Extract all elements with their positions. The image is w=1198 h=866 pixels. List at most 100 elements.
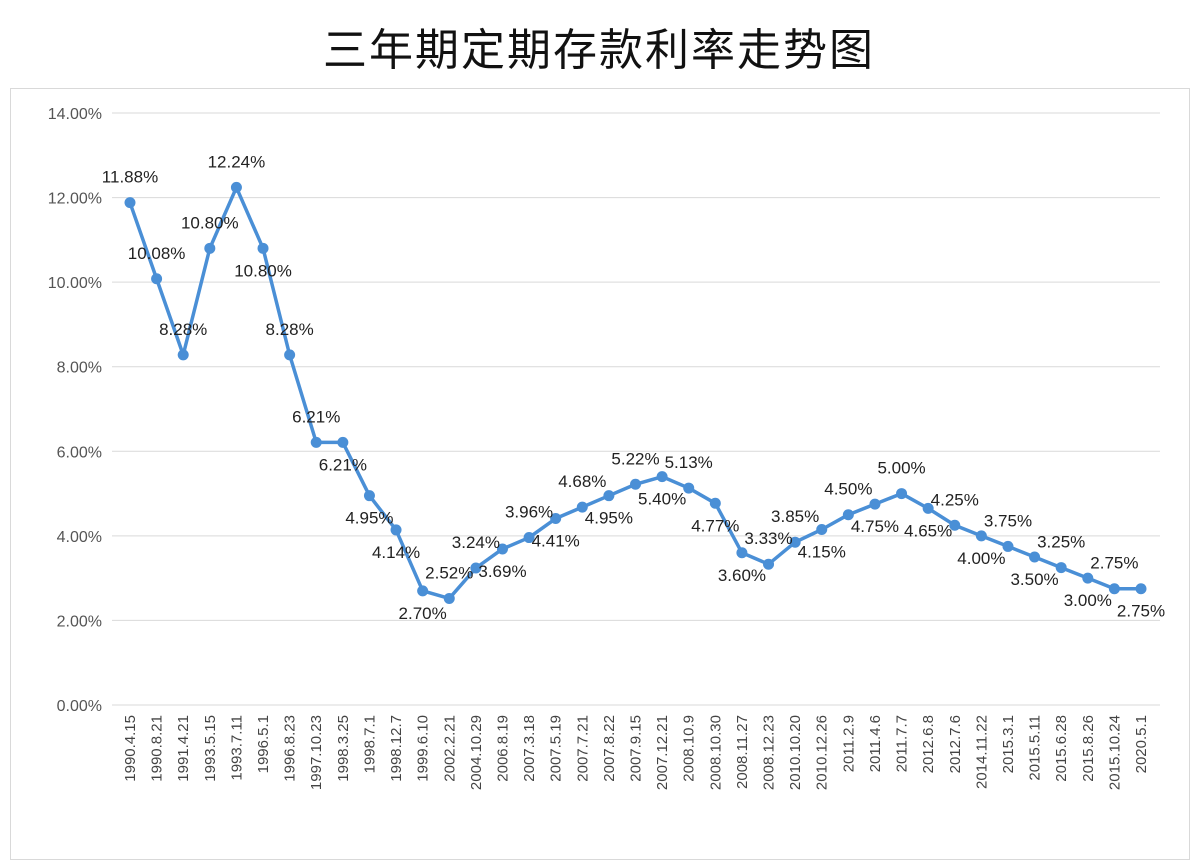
data-label: 4.25% bbox=[931, 490, 979, 509]
data-point bbox=[842, 509, 854, 521]
data-label: 3.60% bbox=[718, 566, 766, 585]
data-label: 4.65% bbox=[904, 521, 952, 540]
series-line bbox=[128, 185, 1141, 601]
y-tick-label: 10.00% bbox=[48, 275, 102, 292]
x-tick-label: 2006.8.19 bbox=[494, 715, 511, 782]
data-label: 3.33% bbox=[744, 529, 792, 548]
x-tick-label: 2008.10.9 bbox=[681, 715, 698, 782]
data-point bbox=[975, 530, 987, 542]
y-tick-label: 12.00% bbox=[48, 191, 102, 208]
x-tick-label: 2020.5.1 bbox=[1133, 715, 1150, 773]
data-point bbox=[576, 501, 588, 513]
data-label: 10.80% bbox=[181, 213, 239, 232]
data-label: 2.52% bbox=[425, 563, 473, 582]
data-point bbox=[869, 498, 881, 510]
data-label: 4.95% bbox=[345, 509, 393, 528]
data-point bbox=[949, 519, 961, 531]
x-tick-label: 1996.8.23 bbox=[282, 715, 299, 782]
x-tick-label: 2012.6.8 bbox=[920, 715, 937, 773]
data-point bbox=[496, 543, 508, 555]
data-label: 4.95% bbox=[585, 509, 633, 528]
x-tick-label: 2007.5.19 bbox=[548, 715, 565, 782]
data-point bbox=[763, 558, 775, 570]
x-tick-label: 2010.10.20 bbox=[787, 715, 804, 790]
x-tick-label: 2007.9.15 bbox=[628, 715, 645, 782]
x-tick-label: 2002.2.21 bbox=[441, 715, 458, 782]
data-point bbox=[550, 513, 562, 525]
data-label: 6.21% bbox=[319, 455, 367, 474]
data-label: 5.40% bbox=[638, 490, 686, 509]
data-point bbox=[177, 349, 189, 361]
x-tick-label: 2004.10.29 bbox=[468, 715, 485, 790]
data-point bbox=[470, 562, 482, 574]
x-tick-label: 1993.7.11 bbox=[228, 715, 245, 781]
y-tick-label: 8.00% bbox=[57, 360, 102, 377]
x-tick-label: 1996.5.1 bbox=[255, 715, 272, 773]
data-point bbox=[257, 242, 269, 254]
x-tick-label: 1993.5.15 bbox=[202, 715, 219, 782]
data-label: 6.21% bbox=[292, 407, 340, 426]
x-tick-label: 2015.10.24 bbox=[1106, 715, 1123, 790]
data-point bbox=[709, 497, 721, 509]
data-label: 4.75% bbox=[851, 517, 899, 536]
data-label: 4.15% bbox=[798, 543, 846, 562]
data-label: 5.00% bbox=[877, 459, 925, 478]
x-tick-label: 1998.7.1 bbox=[361, 715, 378, 773]
x-tick-label: 1999.6.10 bbox=[415, 715, 432, 782]
data-point bbox=[789, 536, 801, 548]
data-label: 8.28% bbox=[159, 320, 207, 339]
data-label: 11.88% bbox=[102, 168, 158, 187]
data-point bbox=[337, 436, 349, 448]
data-label: 5.13% bbox=[665, 453, 713, 472]
x-tick-label: 2014.11.22 bbox=[973, 715, 990, 789]
data-point bbox=[656, 471, 668, 483]
chart-title: 三年期定期存款利率走势图 bbox=[323, 25, 875, 76]
y-tick-label: 2.00% bbox=[57, 613, 102, 630]
data-point bbox=[443, 592, 455, 604]
data-point bbox=[1029, 551, 1041, 563]
x-tick-label: 2015.5.11 bbox=[1027, 715, 1044, 781]
data-point bbox=[630, 478, 641, 490]
x-tick-label: 2007.3.18 bbox=[521, 715, 538, 782]
x-tick-label: 2015.8.26 bbox=[1080, 715, 1097, 782]
data-label: 12.24% bbox=[208, 152, 266, 171]
x-tick-label: 2008.11.27 bbox=[734, 715, 751, 789]
data-point bbox=[736, 547, 748, 559]
data-label: 3.85% bbox=[771, 507, 819, 526]
data-point bbox=[603, 490, 615, 502]
data-label: 3.24% bbox=[452, 533, 500, 552]
data-point bbox=[124, 197, 136, 209]
data-point bbox=[896, 488, 908, 500]
chart-frame bbox=[10, 88, 1190, 860]
x-tick-label: 2015.3.1 bbox=[1000, 715, 1017, 773]
x-tick-label: 2007.8.22 bbox=[601, 715, 618, 782]
data-point bbox=[417, 585, 429, 597]
data-label: 4.41% bbox=[532, 532, 580, 551]
data-point bbox=[1055, 562, 1067, 574]
data-label: 3.00% bbox=[1064, 591, 1112, 610]
data-label: 2.70% bbox=[399, 604, 447, 623]
data-point bbox=[204, 242, 216, 254]
data-label: 4.77% bbox=[691, 516, 739, 535]
x-tick-label: 2011.2.9 bbox=[840, 715, 857, 772]
x-tick-label: 2007.12.21 bbox=[654, 715, 671, 790]
data-label: 4.68% bbox=[558, 472, 606, 491]
data-label: 3.96% bbox=[505, 503, 553, 522]
data-label: 4.00% bbox=[957, 549, 1005, 568]
x-tick-label: 1990.8.21 bbox=[149, 715, 166, 782]
data-label: 3.25% bbox=[1037, 533, 1085, 552]
x-tick-label: 2007.7.21 bbox=[574, 715, 591, 782]
data-label: 2.75% bbox=[1117, 602, 1165, 621]
x-tick-label: 2008.10.30 bbox=[707, 715, 724, 790]
data-point bbox=[1002, 540, 1014, 552]
data-point bbox=[284, 349, 296, 361]
data-label: 3.75% bbox=[984, 511, 1032, 530]
x-tick-label: 2008.12.23 bbox=[761, 715, 778, 790]
data-point bbox=[390, 524, 402, 536]
data-label: 8.28% bbox=[266, 320, 314, 339]
data-point bbox=[816, 524, 828, 536]
data-point bbox=[230, 181, 242, 193]
y-tick-label: 14.00% bbox=[48, 106, 102, 123]
y-tick-label: 4.00% bbox=[57, 529, 102, 546]
